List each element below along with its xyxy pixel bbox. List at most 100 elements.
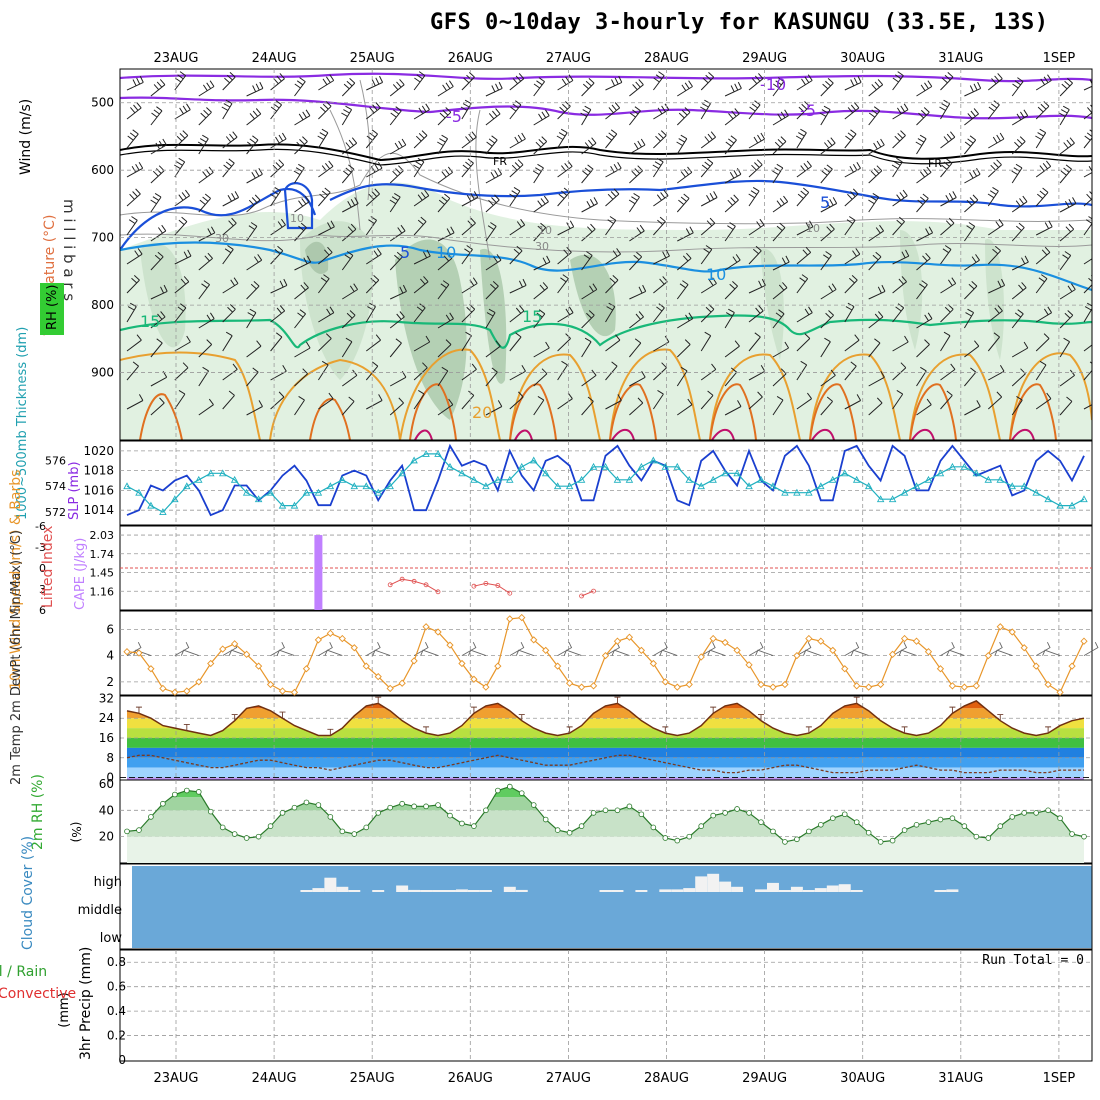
wind-barb [437,80,454,97]
wind-barb [509,391,524,410]
precip-unit-label: (mm) [57,992,72,1027]
wind-barb [222,304,236,323]
wind-barb [963,308,975,329]
wind-barb [389,165,404,184]
wind-barb [413,157,425,178]
wind10-point [410,657,418,665]
wind-barb [557,246,572,265]
rh-point [841,811,848,818]
thickness-point [757,475,765,483]
wind-barb [1011,341,1029,358]
wind-barb [892,389,904,410]
wind-barb [557,187,570,207]
wind10-point [984,651,992,660]
cloud-bar [503,886,516,892]
wind10-barb [796,642,812,656]
thickness-point [1032,488,1040,496]
temp-maxmin-bar [758,714,765,721]
isotherm-label: 5 [400,243,410,262]
rh-point [650,824,657,831]
wind-barb [796,160,812,178]
rh-point [1045,807,1051,814]
rh-point [1081,833,1087,840]
thickness-point [888,495,897,503]
wind-barb [700,99,711,120]
wind-barb [676,339,691,358]
wind-barb [533,309,546,329]
wind-barb [1035,187,1049,207]
wind-barb [1083,129,1092,149]
temp-maxmin-bar [853,696,860,704]
wind-barb [222,245,234,265]
wind-barb [365,334,381,352]
wind-barb [844,75,862,91]
wind-barb [700,277,717,294]
wind-barb [389,311,405,329]
thickness-point [1080,495,1088,503]
wind-barb [653,71,665,91]
wind-barb [844,102,860,120]
wind-barb [772,282,788,300]
lifted-index-point [507,590,513,596]
thickness-point [350,482,359,490]
rh-point [327,814,334,820]
isotherm-minus10 [120,72,1092,83]
wind-barb [150,224,167,242]
wind-barb [461,158,474,178]
temp-maxmin-bar [135,706,142,714]
wind-barb [174,189,190,207]
wind10-barb [1042,649,1061,657]
wind10-point [1008,628,1016,636]
slp-tick-label: 1014 [83,503,114,517]
wind10-axis: 6 4 2 [106,622,114,689]
wind-barb [820,251,832,271]
thickness-point [852,475,861,483]
wind-barb [868,165,883,184]
wind-barb [724,194,739,213]
wind-barb [341,78,356,97]
wind-barb [222,390,235,410]
wind-barb [557,160,573,178]
wind10-point [745,661,753,669]
wind10-point [996,623,1004,631]
wind-barb [964,254,980,271]
cloud-bar [408,889,421,892]
wind-barb [964,400,981,416]
wind10-point [721,638,729,647]
pressure-tick-label: 700 [91,231,114,245]
wind-barb [1059,164,1072,184]
thickness-point [840,469,849,477]
wind-barb [581,337,592,358]
wind-barb [700,191,718,207]
wind-barb [341,396,355,416]
thickness-point [709,475,717,483]
rh-point [231,831,238,837]
wind10-point [924,648,933,656]
wind10-point [434,628,442,636]
wind-barb [557,306,574,323]
wind-barb [1059,396,1073,416]
lifted-cape-panel: 2.03 1.74 1.45 1.16 -6 -3 0 3 6 Lifted Index CAP… [35,520,1093,617]
wind-barb [533,368,548,387]
wind-barb [174,130,189,149]
wind-barb [222,72,236,91]
wind-barb [605,188,620,207]
wind-barb [605,248,622,265]
wind-barb [318,306,335,323]
wind-barb [557,274,569,294]
wind-barb [413,249,431,265]
wind10-point [207,659,215,668]
wind-barb [342,283,359,300]
rh-point [339,828,346,835]
wind-barb [629,251,643,271]
wind-barb [366,394,383,410]
wind10-barb [515,649,534,657]
wind-barb [509,245,523,265]
precip-axis-label: 3hr Precip (mm) [78,947,94,1060]
wind-barb [126,162,144,178]
wind-barb [820,310,834,329]
wind-barb [533,136,548,155]
wind-barb [724,281,738,300]
wind10-point [242,650,251,658]
wind-barb [150,165,165,184]
